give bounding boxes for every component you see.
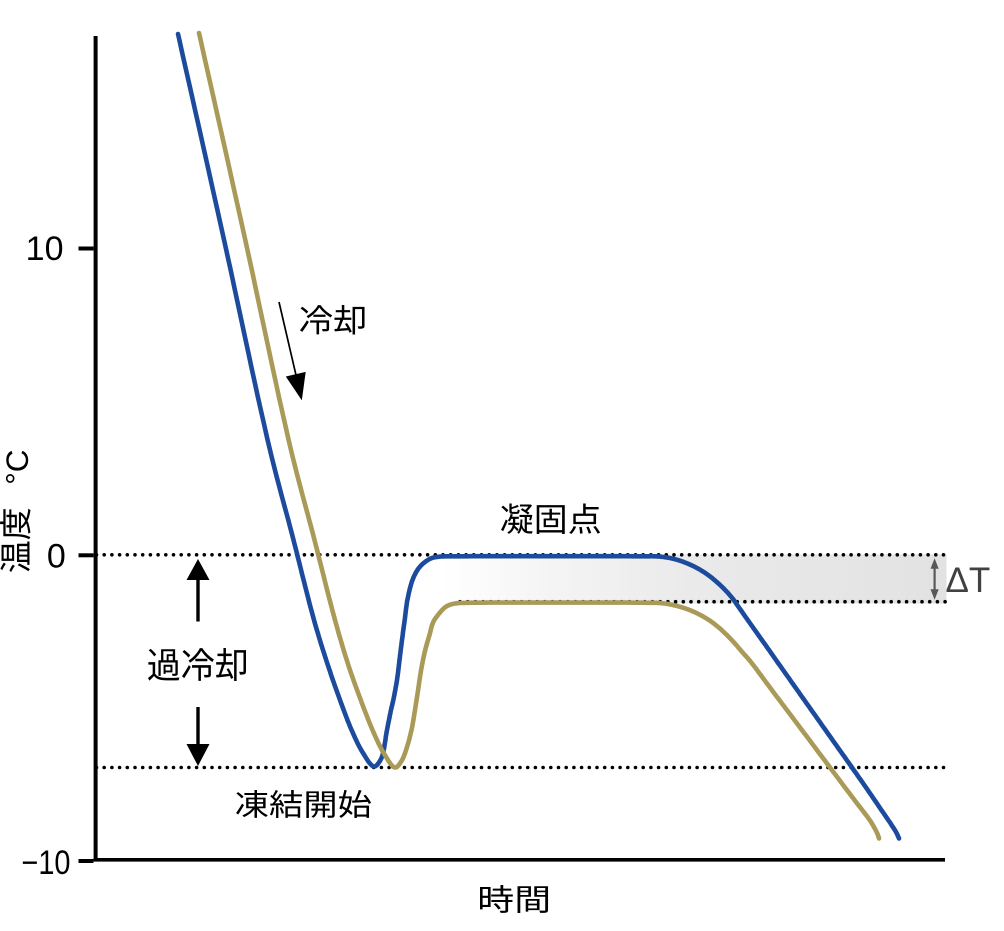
svg-text:ΔT: ΔT — [946, 561, 991, 600]
svg-text:0: 0 — [47, 538, 66, 576]
svg-text:10: 10 — [26, 230, 64, 268]
svg-text:−10: −10 — [22, 844, 71, 882]
svg-text:°C: °C — [0, 449, 35, 484]
